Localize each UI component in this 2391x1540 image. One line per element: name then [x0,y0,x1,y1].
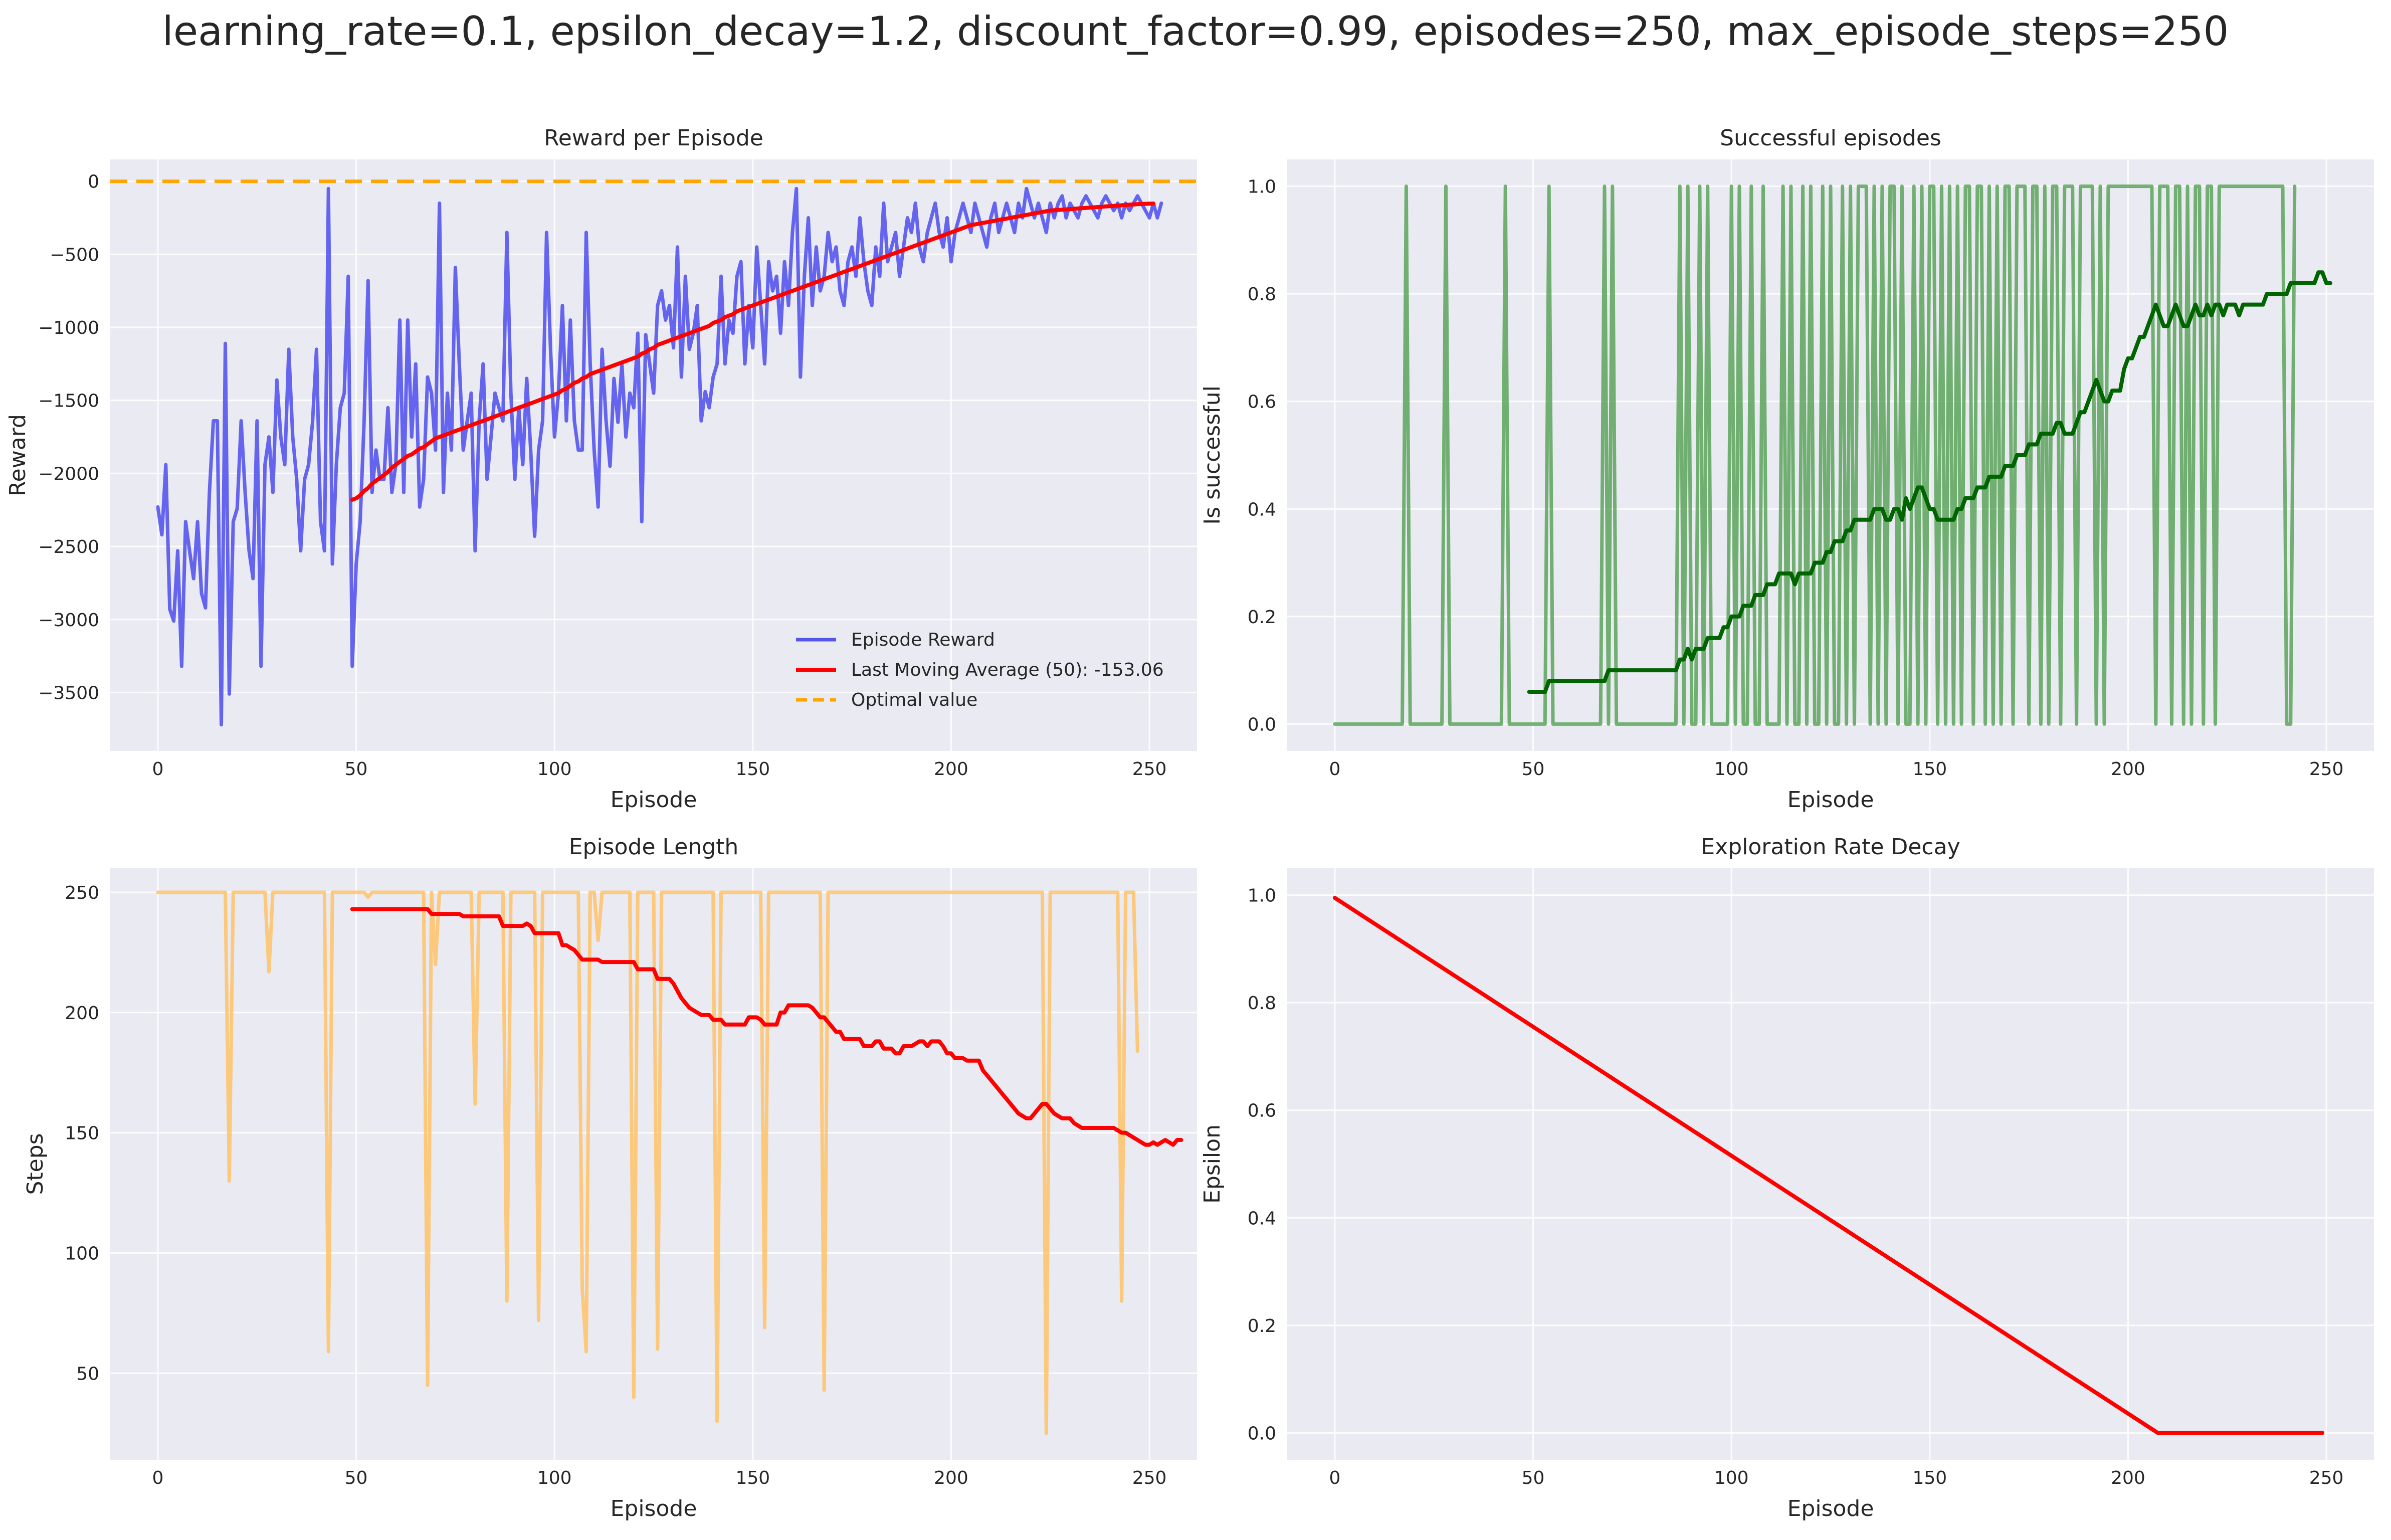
x-tick-label: 100 [1714,1468,1749,1488]
x-tick-label: 150 [735,1468,770,1488]
y-tick-label: −3500 [38,683,99,703]
x-axis-label: Episode [1787,1496,1874,1521]
subplot-grid: 0 50 100 150 200 250 0 −500 −1000 −1500 −2000 −2500… [5,125,2374,1521]
x-tick-label: 200 [2111,1468,2145,1488]
x-tick-label: 150 [1912,759,1947,780]
y-tick-label: −3000 [38,610,99,631]
y-tick-label: 0.0 [1248,714,1276,735]
legend-label: Last Moving Average (50): -153.06 [851,660,1164,680]
legend-label: Optimal value [851,690,977,710]
x-tick-label: 0 [1329,1468,1340,1488]
x-tick-label: 0 [152,1468,163,1488]
x-tick-label: 100 [537,759,572,780]
x-tick-label: 50 [1522,759,1545,780]
y-axis-label: Epsilon [1200,1124,1225,1204]
y-axis-label: Steps [23,1133,48,1195]
y-tick-label: 1.0 [1248,177,1276,198]
y-axis-label: Is successful [1200,386,1225,525]
y-tick-label: 0.6 [1248,392,1276,413]
subplot-length: 0 50 100 150 200 250 50 100 150 200 250 Episode Len… [23,834,1197,1521]
y-tick-label: −500 [50,245,99,265]
series-line-1 [156,186,1163,727]
series-line-2 [350,202,1155,502]
series-line-1 [156,890,1139,1435]
y-tick-label: 1.0 [1248,886,1276,906]
x-tick-label: 150 [735,759,770,780]
x-axis-label: Episode [611,1496,697,1521]
x-tick-label: 100 [537,1468,572,1488]
y-tick-label: 0.4 [1248,499,1276,520]
x-tick-label: 0 [152,759,163,780]
x-tick-label: 250 [2309,1468,2344,1488]
y-tick-label: 150 [65,1123,99,1144]
x-tick-label: 200 [934,1468,968,1488]
subplot-title: Successful episodes [1720,125,1941,151]
y-tick-label: 0.8 [1248,993,1276,1014]
y-tick-label: −1500 [38,391,99,412]
x-tick-label: 200 [934,759,968,780]
series-line-2 [1527,270,2332,694]
y-tick-label: 0.0 [1248,1423,1276,1444]
y-tick-label: 50 [76,1364,99,1384]
y-tick-label: 0.2 [1248,1316,1276,1336]
legend-label: Episode Reward [851,630,995,650]
x-tick-label: 50 [345,1468,368,1488]
legend: Episode Reward Last Moving Average (50): … [796,630,1164,710]
subplot-reward: 0 50 100 150 200 250 0 −500 −1000 −1500 −2000 −2500… [5,125,1197,813]
x-tick-label: 250 [1132,759,1167,780]
y-tick-label: 200 [65,1003,99,1024]
y-tick-label: 0.8 [1248,284,1276,305]
x-axis-label: Episode [1787,787,1874,813]
subplot-title: Episode Length [569,834,739,860]
y-tick-label: 0.2 [1248,607,1276,628]
x-tick-label: 0 [1329,759,1340,780]
x-tick-label: 250 [1132,1468,1167,1488]
x-tick-label: 100 [1714,759,1749,780]
y-tick-label: 0.4 [1248,1208,1276,1229]
figure-suptitle: learning_rate=0.1, epsilon_decay=1.2, di… [162,8,2229,55]
y-tick-label: 0.6 [1248,1101,1276,1121]
y-tick-label: −2000 [38,464,99,484]
y-tick-label: 100 [65,1243,99,1264]
x-tick-label: 200 [2111,759,2145,780]
y-tick-label: −1000 [38,318,99,338]
series-line-1 [1332,896,2325,1435]
x-axis-label: Episode [611,787,697,813]
subplot-title: Exploration Rate Decay [1701,834,1960,860]
x-tick-label: 250 [2309,759,2344,780]
series-line-2 [350,907,1183,1147]
subplot-success: 0 50 100 150 200 250 0.0 0.2 0.4 0.6 0.8 1.0 Success… [1200,125,2374,813]
subplot-epsilon: 0 50 100 150 200 250 0.0 0.2 0.4 0.6 0.8 1.0 Explora… [1200,834,2374,1521]
y-tick-label: 0 [88,172,99,192]
plot-area [110,159,1197,751]
x-tick-label: 150 [1912,1468,1947,1488]
subplot-title: Reward per Episode [544,125,763,151]
plot-area [1287,868,2374,1460]
x-tick-label: 50 [1522,1468,1545,1488]
y-tick-label: −2500 [38,537,99,557]
y-tick-label: 250 [65,883,99,903]
x-tick-label: 50 [345,759,368,780]
series-line-1 [1333,184,2297,726]
y-axis-label: Reward [5,414,31,496]
